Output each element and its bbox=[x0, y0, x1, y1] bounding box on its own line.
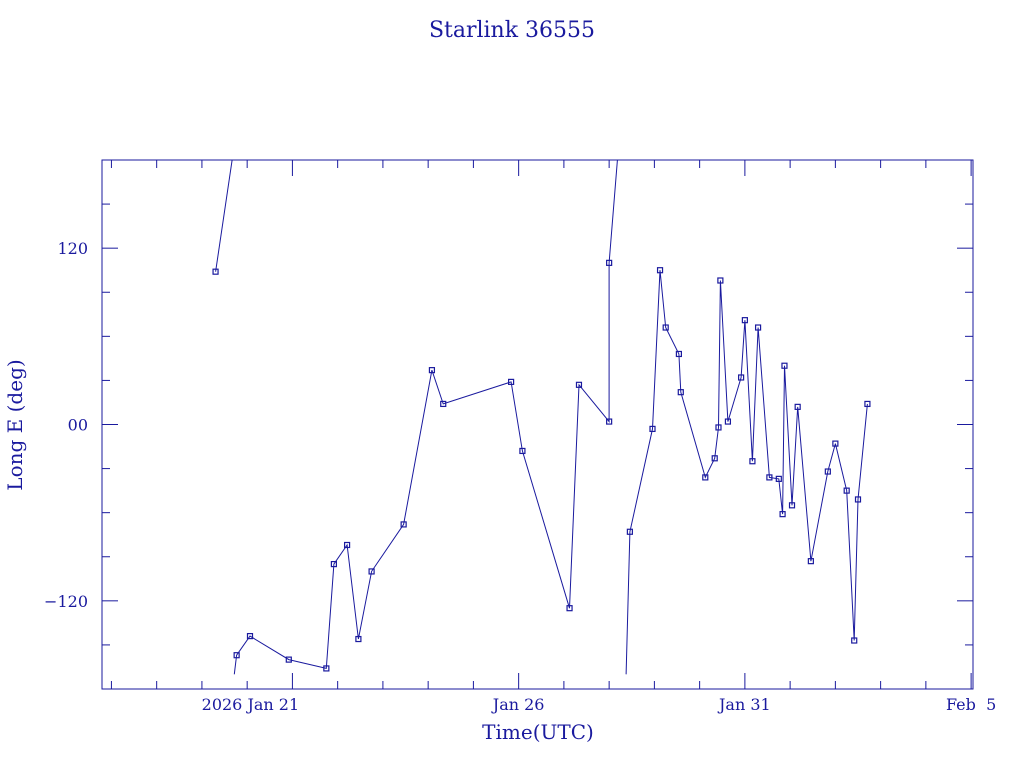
data-point bbox=[741, 317, 748, 324]
data-point bbox=[766, 474, 773, 481]
x-tick-label: Feb 5 bbox=[946, 695, 996, 714]
data-point bbox=[428, 367, 436, 374]
x-axis-label: Time(UTC) bbox=[482, 720, 594, 744]
data-point bbox=[754, 324, 762, 331]
data-point bbox=[794, 403, 801, 410]
chart-title: Starlink 36555 bbox=[429, 18, 595, 43]
data-point bbox=[343, 541, 351, 549]
data-point bbox=[851, 637, 858, 644]
x-axis: 2026 Jan 21 Jan 26 Jan 31 Feb 5 bbox=[110, 160, 996, 714]
data-point bbox=[440, 400, 447, 408]
data-point bbox=[724, 418, 732, 425]
y-tick-label: −120 bbox=[44, 592, 88, 611]
data-point bbox=[781, 362, 788, 369]
data-point bbox=[212, 268, 219, 275]
series-line bbox=[625, 270, 868, 675]
data-point bbox=[662, 324, 669, 331]
data-point bbox=[775, 475, 782, 482]
data-point bbox=[575, 381, 583, 388]
data-point bbox=[715, 424, 722, 431]
data-point bbox=[566, 605, 573, 612]
data-point bbox=[285, 656, 292, 663]
data-point bbox=[738, 374, 745, 381]
data-point bbox=[323, 665, 330, 672]
y-axis-label: Long E (deg) bbox=[3, 359, 27, 490]
plot-frame bbox=[101, 159, 974, 690]
data-point bbox=[677, 389, 684, 396]
data-point bbox=[606, 418, 613, 425]
y-axis: −120 00 120 bbox=[44, 159, 973, 690]
x-tick-label: Jan 31 bbox=[717, 695, 771, 714]
data-point bbox=[368, 568, 375, 575]
y-tick-label: 00 bbox=[68, 416, 88, 435]
data-point bbox=[779, 511, 786, 518]
data-point bbox=[246, 632, 254, 640]
data-point bbox=[400, 521, 407, 528]
data-point bbox=[656, 267, 664, 274]
y-tick-label: 120 bbox=[57, 239, 88, 258]
data-point bbox=[854, 496, 862, 503]
data-point bbox=[702, 474, 709, 481]
data-point bbox=[519, 447, 526, 455]
data-point bbox=[711, 455, 718, 462]
data-point bbox=[807, 558, 814, 565]
series-line bbox=[233, 160, 618, 675]
data-point bbox=[675, 350, 682, 358]
series-line bbox=[215, 160, 233, 272]
data-point bbox=[626, 528, 633, 535]
series-layer bbox=[212, 160, 871, 675]
data-point bbox=[824, 468, 831, 475]
data-point bbox=[717, 277, 724, 284]
data-point bbox=[832, 440, 839, 447]
data-point bbox=[649, 425, 656, 433]
x-tick-label: 2026 Jan 21 bbox=[202, 695, 300, 714]
data-point bbox=[864, 400, 871, 408]
data-point bbox=[233, 652, 240, 659]
data-point bbox=[843, 487, 850, 494]
data-point bbox=[606, 259, 613, 266]
data-point bbox=[355, 635, 362, 643]
data-point bbox=[508, 378, 515, 385]
x-tick-label: Jan 26 bbox=[491, 695, 545, 714]
data-point bbox=[330, 560, 337, 568]
data-point bbox=[749, 458, 756, 465]
data-point bbox=[788, 502, 796, 509]
